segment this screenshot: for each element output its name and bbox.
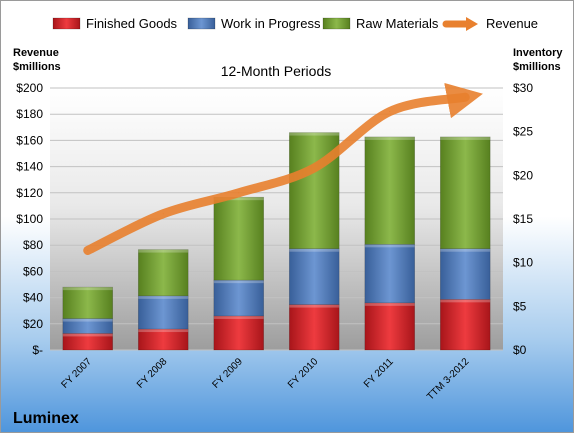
bar-highlight — [289, 248, 340, 252]
bar-finished-goods — [364, 302, 415, 351]
legend-swatch-finished-goods — [52, 17, 81, 30]
bars — [62, 132, 491, 351]
revenue-point — [162, 213, 164, 215]
right-tick-label: $20 — [513, 168, 533, 182]
left-tick-label: $- — [32, 343, 43, 357]
right-axis-title-line2: $millions — [513, 61, 561, 73]
bar-highlight — [289, 304, 340, 308]
left-axis-ticks: $- $20 $40 $60 $80 $100 $120 $140 $160 $180 $200 — [16, 81, 43, 357]
bar-work-in-progress — [440, 248, 491, 300]
bar-highlight — [440, 136, 491, 140]
bar-raw-materials — [364, 136, 415, 245]
bar-highlight — [62, 318, 113, 322]
left-tick-label: $140 — [16, 160, 43, 174]
bar-highlight — [213, 315, 264, 319]
x-axis-ticks: FY 2007 FY 2008 FY 2009 FY 2010 FY 2011 TTM 3… — [59, 356, 471, 403]
legend-label-finished-goods: Finished Goods — [86, 16, 178, 31]
bar-work-in-progress — [213, 279, 264, 317]
left-tick-label: $40 — [23, 291, 43, 305]
legend-label-revenue: Revenue — [486, 16, 538, 31]
bar-highlight — [62, 287, 113, 291]
x-tick-label: FY 2009 — [210, 356, 245, 391]
bar-highlight — [440, 248, 491, 252]
right-tick-label: $10 — [513, 256, 533, 270]
left-tick-label: $160 — [16, 133, 43, 147]
bar-work-in-progress — [364, 244, 415, 304]
bar-finished-goods — [138, 328, 189, 351]
x-tick-label: FY 2011 — [362, 356, 396, 390]
bar-finished-goods — [213, 315, 264, 351]
left-tick-label: $180 — [16, 107, 43, 121]
bar-raw-materials — [213, 196, 264, 281]
bar-raw-materials — [138, 249, 189, 297]
bar-raw-materials — [62, 286, 113, 319]
bar-highlight — [364, 244, 415, 248]
right-tick-label: $15 — [513, 212, 533, 226]
bar-highlight — [364, 302, 415, 306]
bar-highlight — [62, 333, 113, 337]
left-tick-label: $80 — [23, 238, 43, 252]
legend-arrow-icon — [466, 17, 478, 31]
revenue-line-group — [83, 82, 483, 255]
x-tick-label: TTM 3-2012 — [425, 356, 472, 403]
bar-finished-goods — [440, 299, 491, 351]
left-tick-label: $60 — [23, 264, 43, 278]
bar-highlight — [364, 136, 415, 140]
gridlines — [50, 87, 503, 351]
revenue-point — [464, 96, 466, 98]
legend: Finished Goods Work in Progress Raw Materi… — [52, 16, 538, 31]
right-tick-label: $5 — [513, 299, 527, 313]
left-axis-title-line1: Revenue — [13, 47, 59, 59]
legend-label-work-in-progress: Work in Progress — [221, 16, 321, 31]
right-tick-label: $25 — [513, 125, 533, 139]
left-tick-label: $20 — [23, 317, 43, 331]
revenue-point — [313, 167, 315, 169]
left-tick-label: $100 — [16, 212, 43, 226]
revenue-point — [389, 111, 391, 113]
bar-highlight — [213, 280, 264, 284]
legend-label-raw-materials: Raw Materials — [356, 16, 439, 31]
company-name: Luminex — [13, 410, 79, 427]
bar-highlight — [138, 249, 189, 253]
bar-highlight — [138, 295, 189, 299]
legend-swatch-raw-materials — [322, 17, 351, 30]
x-tick-label: FY 2007 — [59, 356, 94, 391]
legend-swatch-work-in-progress — [187, 17, 216, 30]
bar-finished-goods — [289, 304, 340, 351]
bar-highlight — [213, 197, 264, 201]
x-tick-label: FY 2010 — [286, 356, 321, 391]
left-tick-label: $120 — [16, 186, 43, 200]
revenue-point — [87, 249, 89, 251]
left-tick-label: $200 — [16, 81, 43, 95]
bar-work-in-progress — [289, 248, 340, 305]
bar-highlight — [138, 329, 189, 333]
right-axis-ticks: $0 $5 $10 $15 $20 $25 $30 — [513, 81, 533, 357]
bar-raw-materials — [289, 132, 340, 249]
bar-highlight — [440, 299, 491, 303]
bar-work-in-progress — [138, 295, 189, 330]
revenue-line — [83, 82, 483, 255]
right-axis-title-line1: Inventory — [513, 47, 563, 59]
bar-highlight — [289, 132, 340, 136]
left-axis-title-line2: $millions — [13, 61, 61, 73]
right-tick-label: $0 — [513, 343, 527, 357]
right-tick-label: $30 — [513, 81, 533, 95]
bar-raw-materials — [440, 136, 491, 249]
revenue-point — [238, 192, 240, 194]
x-tick-label: FY 2008 — [135, 356, 170, 391]
chart-title: 12-Month Periods — [221, 63, 332, 79]
